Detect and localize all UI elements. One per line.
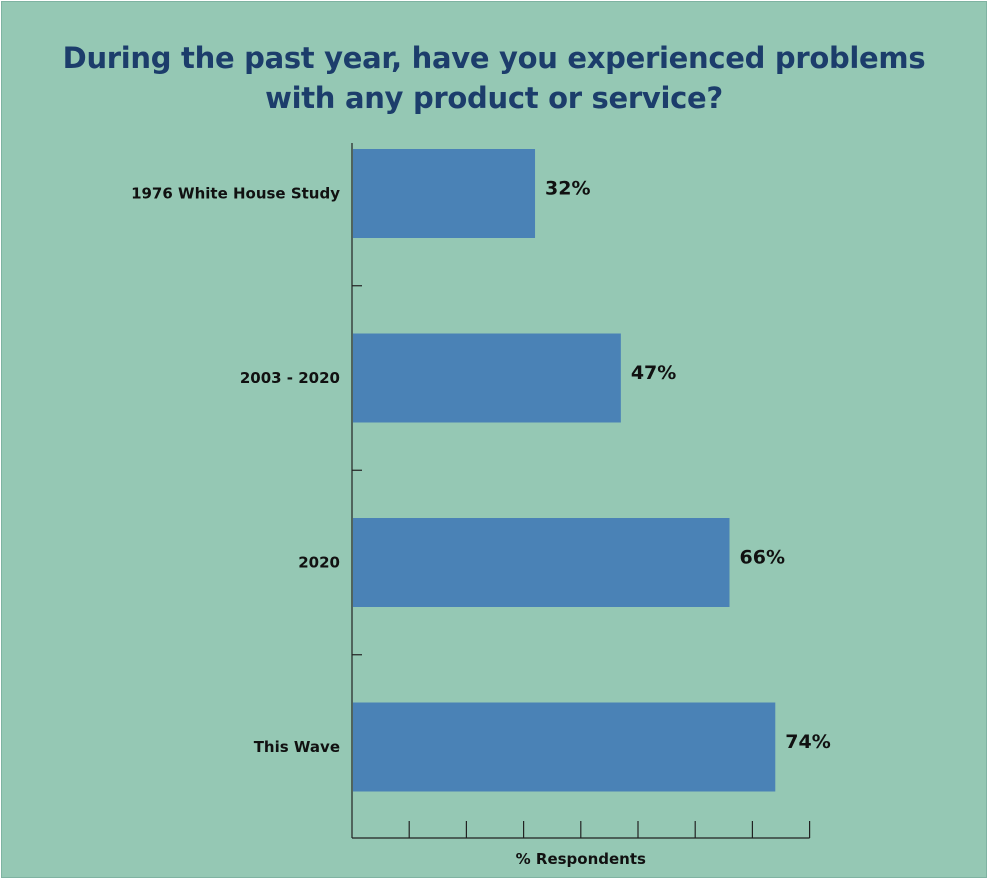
- category-label: 2020: [298, 554, 340, 572]
- bar: [353, 518, 730, 607]
- category-label: 1976 White House Study: [131, 185, 340, 203]
- bar: [353, 702, 776, 792]
- category-labels: 1976 White House Study 2003 - 2020 2020 Thi…: [131, 185, 340, 757]
- bars-group: [353, 149, 776, 792]
- y-axis-ticks: [352, 285, 362, 656]
- x-axis-title: % Respondents: [516, 850, 646, 868]
- chart-title: During the past year, have you experienc…: [62, 41, 926, 115]
- bar: [353, 333, 621, 423]
- value-label: 74%: [785, 731, 830, 753]
- value-label: 47%: [631, 362, 676, 384]
- value-label: 32%: [545, 178, 590, 200]
- category-label: 2003 - 2020: [240, 369, 340, 387]
- x-axis-ticks: [408, 821, 811, 838]
- category-label: This Wave: [254, 738, 340, 756]
- value-labels: 32% 47% 66% 74%: [545, 178, 831, 754]
- bar: [353, 149, 536, 238]
- value-label: 66%: [740, 547, 785, 569]
